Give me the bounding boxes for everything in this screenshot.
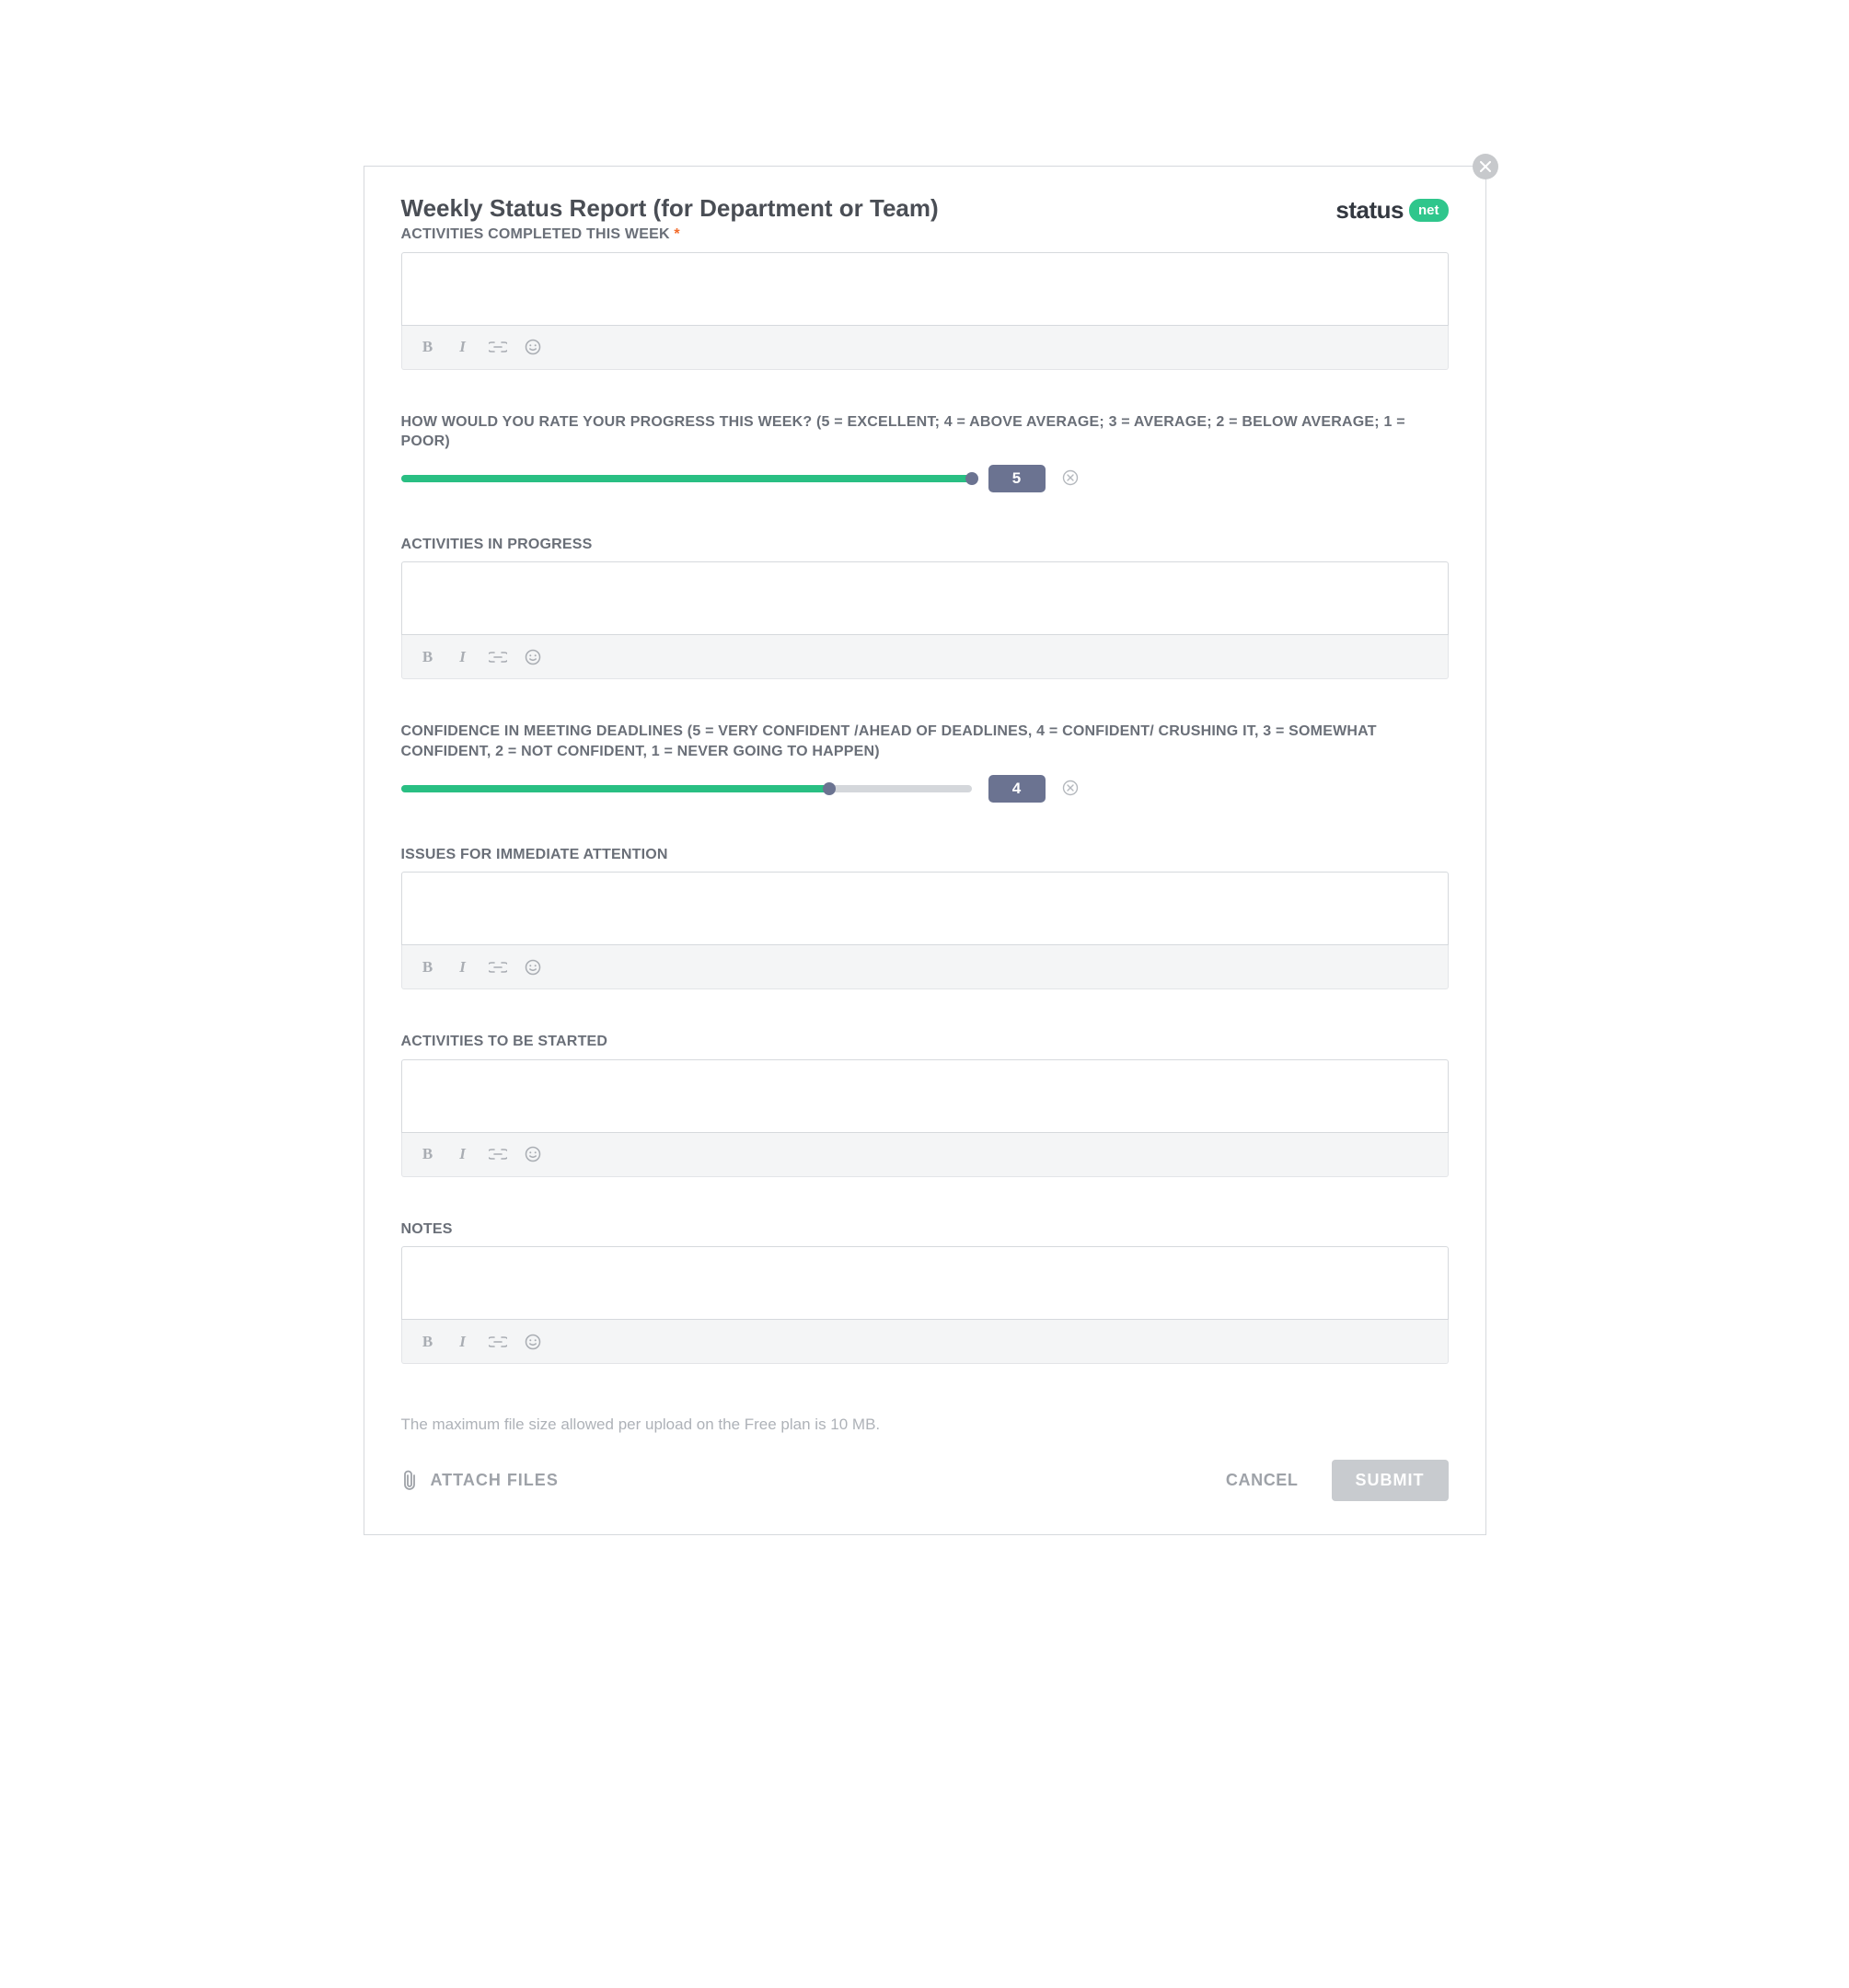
emoji-icon[interactable] xyxy=(524,1333,542,1351)
submit-button[interactable]: SUBMIT xyxy=(1332,1460,1449,1501)
to-start-label: ACTIVITIES TO BE STARTED xyxy=(401,1032,1449,1052)
confidence-value: 4 xyxy=(988,775,1046,803)
progress-rating-slider-row: 5 xyxy=(401,465,1449,492)
completed-input[interactable] xyxy=(401,252,1449,326)
emoji-icon[interactable] xyxy=(524,648,542,666)
confidence-handle[interactable] xyxy=(823,782,836,795)
required-star: * xyxy=(674,226,679,242)
close-icon xyxy=(1480,161,1491,172)
completed-label-text: ACTIVITIES COMPLETED THIS WEEK xyxy=(401,226,670,242)
progress-rating-fill xyxy=(401,475,972,482)
brand-logo-text: status xyxy=(1335,196,1404,225)
brand-logo: status net xyxy=(1335,196,1448,225)
brand-logo-badge: net xyxy=(1409,199,1449,222)
progress-rating-clear[interactable] xyxy=(1062,469,1081,488)
issues-label: ISSUES FOR IMMEDIATE ATTENTION xyxy=(401,845,1449,865)
attach-files-label: ATTACH FILES xyxy=(431,1471,559,1490)
italic-icon[interactable]: I xyxy=(454,338,472,356)
italic-icon[interactable]: I xyxy=(454,1333,472,1351)
in-progress-input[interactable] xyxy=(401,561,1449,635)
emoji-icon[interactable] xyxy=(524,958,542,977)
progress-rating-handle[interactable] xyxy=(965,472,978,485)
cancel-button[interactable]: CANCEL xyxy=(1226,1471,1299,1490)
bold-icon[interactable]: B xyxy=(419,648,437,666)
notes-toolbar: B I xyxy=(401,1320,1449,1364)
confidence-slider-row: 4 xyxy=(401,775,1449,803)
clear-icon xyxy=(1062,469,1079,486)
paperclip-icon xyxy=(401,1470,420,1492)
confidence-fill xyxy=(401,785,829,792)
upload-hint: The maximum file size allowed per upload… xyxy=(401,1416,1449,1434)
emoji-icon[interactable] xyxy=(524,338,542,356)
italic-icon[interactable]: I xyxy=(454,958,472,977)
bold-icon[interactable]: B xyxy=(419,958,437,977)
emoji-icon[interactable] xyxy=(524,1145,542,1163)
bold-icon[interactable]: B xyxy=(419,338,437,356)
in-progress-label: ACTIVITIES IN PROGRESS xyxy=(401,535,1449,555)
link-icon[interactable] xyxy=(489,958,507,977)
to-start-input[interactable] xyxy=(401,1059,1449,1133)
progress-rating-slider[interactable] xyxy=(401,475,972,482)
to-start-toolbar: B I xyxy=(401,1133,1449,1177)
notes-input[interactable] xyxy=(401,1246,1449,1320)
issues-input[interactable] xyxy=(401,872,1449,945)
progress-rating-label: HOW WOULD YOU RATE YOUR PROGRESS THIS WE… xyxy=(401,412,1449,452)
progress-rating-value: 5 xyxy=(988,465,1046,492)
bold-icon[interactable]: B xyxy=(419,1145,437,1163)
link-icon[interactable] xyxy=(489,1333,507,1351)
completed-toolbar: B I xyxy=(401,326,1449,370)
confidence-label: CONFIDENCE IN MEETING DEADLINES (5 = VER… xyxy=(401,722,1449,761)
confidence-slider[interactable] xyxy=(401,785,972,792)
clear-icon xyxy=(1062,780,1079,796)
in-progress-toolbar: B I xyxy=(401,635,1449,679)
notes-label: NOTES xyxy=(401,1219,1449,1240)
link-icon[interactable] xyxy=(489,648,507,666)
modal-title: Weekly Status Report (for Department or … xyxy=(401,194,939,223)
attach-files-button[interactable]: ATTACH FILES xyxy=(401,1470,559,1492)
issues-toolbar: B I xyxy=(401,945,1449,989)
completed-label: ACTIVITIES COMPLETED THIS WEEK * xyxy=(401,225,939,245)
link-icon[interactable] xyxy=(489,338,507,356)
close-button[interactable] xyxy=(1473,154,1498,179)
italic-icon[interactable]: I xyxy=(454,648,472,666)
bold-icon[interactable]: B xyxy=(419,1333,437,1351)
italic-icon[interactable]: I xyxy=(454,1145,472,1163)
status-report-modal: Weekly Status Report (for Department or … xyxy=(364,166,1486,1535)
confidence-clear[interactable] xyxy=(1062,780,1081,798)
link-icon[interactable] xyxy=(489,1145,507,1163)
